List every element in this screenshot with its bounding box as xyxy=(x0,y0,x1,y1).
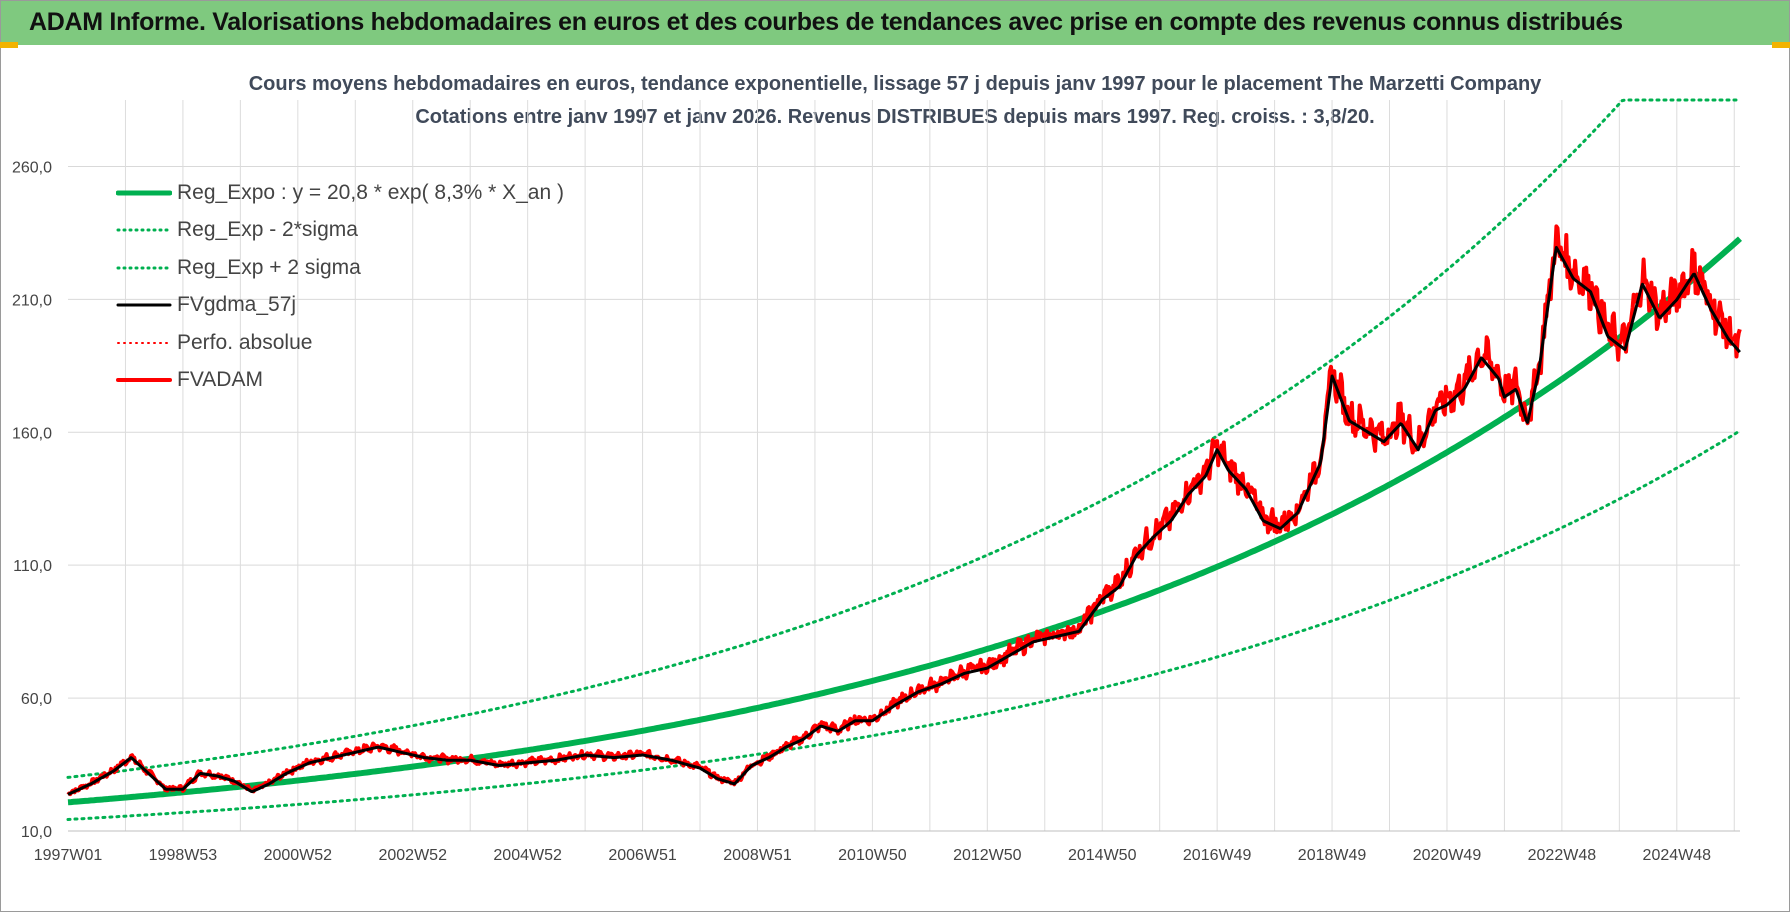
legend-item-fvgdma: FVgdma_57j xyxy=(116,287,564,325)
x-tick-label: 2014W50 xyxy=(1068,847,1137,864)
y-tick-label: 10,0 xyxy=(21,824,52,841)
x-tick-label: 2010W50 xyxy=(838,847,907,864)
x-tick-label: 2004W52 xyxy=(493,847,562,864)
y-tick-label: 260,0 xyxy=(12,159,52,176)
legend-label: Reg_Expo : y = 20,8 * exp( 8,3% * X_an ) xyxy=(177,180,564,204)
x-tick-label: 2018W49 xyxy=(1298,847,1367,864)
legend-swatch xyxy=(116,378,172,383)
chart-title: Cours moyens hebdomadaires en euros, ten… xyxy=(248,73,1542,95)
x-tick-label: 2006W51 xyxy=(608,847,677,864)
legend-item-perfo: Perfo. absolue xyxy=(116,324,564,362)
x-tick-label: 2000W52 xyxy=(264,847,333,864)
x-tick-label: 2008W51 xyxy=(723,847,792,864)
y-axis: 10,0 60,0 110,0 160,0 210,0 260,0 xyxy=(12,159,52,841)
x-tick-label: 1998W53 xyxy=(149,847,218,864)
corner-marker xyxy=(0,42,18,48)
legend-swatch xyxy=(116,303,172,307)
x-axis: 1997W01 1998W53 2000W52 2002W52 2004W52 2006W… xyxy=(34,830,1740,864)
header-bar: ADAM Informe. Valorisations hebdomadaire… xyxy=(1,1,1789,45)
fvgdma-57j-line xyxy=(67,246,1741,796)
legend-swatch xyxy=(117,341,171,344)
x-tick-label: 2022W48 xyxy=(1528,847,1597,864)
reg-expo-line xyxy=(67,236,1743,806)
legend-item-reg-minus: Reg_Exp - 2*sigma xyxy=(116,212,564,250)
fvadam-line xyxy=(66,224,1742,797)
x-tick-label: 1997W01 xyxy=(34,847,103,864)
chart-subtitle: Cotations entre janv 1997 et janv 2026. … xyxy=(415,106,1375,128)
reg-minus-2sigma-line xyxy=(66,429,1742,821)
x-tick-label: 2016W49 xyxy=(1183,847,1252,864)
y-tick-label: 60,0 xyxy=(21,691,52,708)
legend-swatch xyxy=(116,190,172,196)
reg-plus-2sigma-line xyxy=(66,98,1742,779)
legend-label: Perfo. absolue xyxy=(177,330,313,354)
legend-swatch xyxy=(116,228,172,232)
legend-item-reg-plus: Reg_Exp + 2 sigma xyxy=(116,249,564,287)
x-tick-label: 2002W52 xyxy=(378,847,447,864)
legend-label: Reg_Exp + 2 sigma xyxy=(177,255,361,279)
legend-item-reg-expo: Reg_Expo : y = 20,8 * exp( 8,3% * X_an ) xyxy=(116,174,564,212)
y-tick-label: 210,0 xyxy=(12,292,52,309)
y-tick-label: 160,0 xyxy=(12,425,52,442)
legend-item-fvadam: FVADAM xyxy=(116,362,564,400)
x-tick-label: 2012W50 xyxy=(953,847,1022,864)
x-tick-label: 2024W48 xyxy=(1643,847,1712,864)
series-lines xyxy=(66,98,1743,821)
legend-swatch xyxy=(116,266,172,270)
grid xyxy=(68,100,1740,832)
legend: Reg_Expo : y = 20,8 * exp( 8,3% * X_an )… xyxy=(116,174,564,399)
y-tick-label: 110,0 xyxy=(13,558,52,575)
legend-label: Reg_Exp - 2*sigma xyxy=(177,218,358,242)
page-title: ADAM Informe. Valorisations hebdomadaire… xyxy=(29,8,1623,36)
x-tick-label: 2020W49 xyxy=(1413,847,1482,864)
legend-label: FVgdma_57j xyxy=(177,293,297,317)
corner-marker xyxy=(1772,42,1790,48)
legend-label: FVADAM xyxy=(177,368,263,392)
